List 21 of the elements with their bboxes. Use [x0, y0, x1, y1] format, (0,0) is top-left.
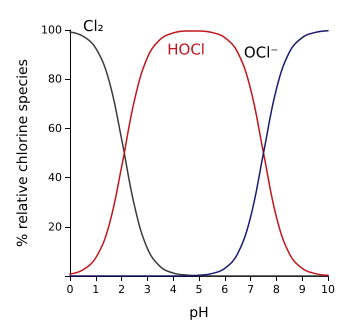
- y-tick-label: 80: [48, 72, 62, 86]
- x-tick-label: 4: [170, 283, 177, 296]
- y-tick-label: 40: [48, 171, 62, 184]
- y-tick-label: 60: [48, 122, 62, 135]
- x-tick-label: 7: [247, 283, 254, 296]
- x-tick-label: 0: [66, 283, 74, 296]
- x-tick-label: 10: [321, 283, 335, 296]
- y-tick-label: 100: [41, 24, 62, 36]
- x-tick-label: 2: [118, 283, 126, 296]
- x-tick-label: 3: [144, 283, 151, 296]
- x-tick-label: 5: [196, 283, 202, 296]
- x-axis-title: pH: [189, 305, 209, 321]
- y-tick-label: 20: [48, 220, 62, 234]
- x-tick-label: 8: [272, 283, 280, 296]
- x-tick-label: 1: [92, 283, 100, 296]
- x-tick-label: 9: [298, 283, 306, 296]
- x-tick-label: 6: [221, 283, 228, 296]
- y-axis-title: % relative chlorine species: [15, 59, 32, 247]
- series-label: OCl⁻: [244, 43, 278, 62]
- series-label: HOCl: [167, 40, 205, 58]
- series-label: Cl₂: [83, 16, 104, 35]
